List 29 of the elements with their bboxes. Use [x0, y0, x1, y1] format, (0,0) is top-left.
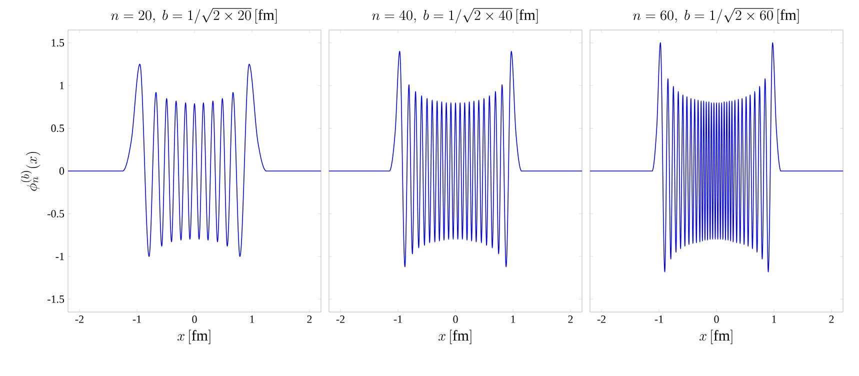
y-tick-label: 0 [59, 167, 64, 175]
chart-title: $n = 60,\ b = 1/\sqrt{2\times 60}\,[\mathrm{fm}]$ [633, 8, 799, 24]
x-tick-label: 0 [192, 316, 197, 323]
y-tick-label: 0.5 [51, 124, 64, 132]
x-tick-label: -1 [394, 316, 402, 323]
x-tick-label: 1 [511, 316, 516, 323]
y-tick-label: 1 [60, 82, 64, 90]
y-axis-title: $\phi_n^{(b)}(x)$ [20, 152, 40, 191]
x-tick-label: -1 [654, 316, 663, 323]
x-tick-label: -2 [336, 316, 344, 323]
x-axis-title: $x\,[\mathrm{fm}]$ [178, 330, 210, 344]
x-tick-label: 2 [307, 316, 312, 323]
x-axis-title: $x\,[\mathrm{fm}]$ [438, 330, 472, 344]
x-tick-label: -1 [132, 316, 141, 323]
x-tick-label: 1 [772, 316, 776, 323]
x-tick-label: -2 [75, 316, 84, 323]
x-axis-title: $x\,[\mathrm{fm}]$ [700, 330, 732, 344]
chart-title: $n = 20,\ b = 1/\sqrt{2\times 20}\,[\mathrm{fm}]$ [111, 8, 277, 24]
x-tick-label: 2 [568, 316, 573, 323]
x-tick-label: -2 [597, 316, 606, 323]
x-tick-label: 0 [453, 316, 458, 323]
y-tick-label: -0.5 [48, 210, 64, 218]
y-tick-label: -1 [56, 252, 64, 260]
y-tick-label: 1.5 [52, 39, 64, 47]
chart-title: $n = 40,\ b = 1/\sqrt{2\times 40}\,[\mathrm{fm}]$ [372, 8, 538, 24]
x-tick-label: 2 [829, 316, 834, 323]
x-tick-label: 0 [714, 316, 719, 323]
y-tick-label: -1.5 [48, 295, 64, 303]
x-tick-label: 1 [250, 316, 254, 323]
